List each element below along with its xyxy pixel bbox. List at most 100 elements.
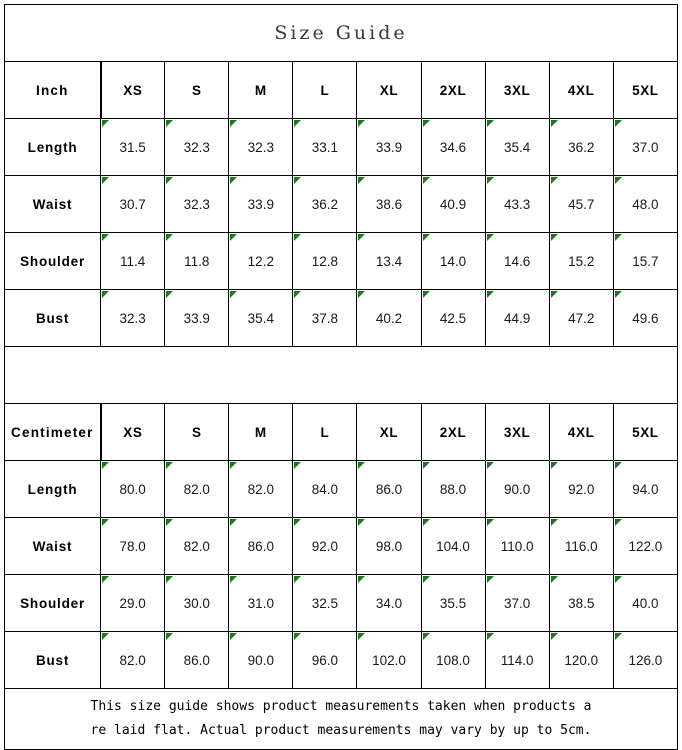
row-label-waist-inch: Waist [3, 175, 102, 233]
cell-cm-shoulder-3xl: 37.0 [484, 574, 550, 632]
cell-cm-waist-s: 82.0 [164, 517, 230, 575]
cell-inch-waist-l: 36.2 [292, 175, 358, 233]
cell-inch-shoulder-s: 11.8 [164, 232, 230, 290]
table-row: Shoulder 11.4 11.8 12.2 12.8 13.4 14.0 1… [3, 232, 679, 290]
cell-cm-length-5xl: 94.0 [612, 460, 679, 518]
cell-cm-waist-l: 92.0 [292, 517, 358, 575]
size-header-5xl: 5XL [612, 61, 679, 119]
table-row: Bust 32.3 33.9 35.4 37.8 40.2 42.5 44.9 … [3, 289, 679, 347]
cell-inch-waist-3xl: 43.3 [484, 175, 550, 233]
row-label-length-cm: Length [3, 460, 102, 518]
cell-inch-waist-xs: 30.7 [100, 175, 166, 233]
row-label-shoulder-cm: Shoulder [3, 574, 102, 632]
row-label-length-inch: Length [3, 118, 102, 176]
size-header-cm-l: L [292, 403, 358, 461]
cell-cm-shoulder-m: 31.0 [228, 574, 294, 632]
unit-header-centimeter: Centimeter [3, 403, 102, 461]
note-line-2: re laid flat. Actual product measurement… [90, 723, 592, 738]
row-label-shoulder-inch: Shoulder [3, 232, 102, 290]
cell-inch-bust-l: 37.8 [292, 289, 358, 347]
size-guide-note: This size guide shows product measuremen… [4, 688, 678, 750]
table-row: Shoulder 29.0 30.0 31.0 32.5 34.0 35.5 3… [3, 574, 679, 632]
cell-inch-bust-xl: 40.2 [356, 289, 422, 347]
cell-inch-bust-2xl: 42.5 [420, 289, 486, 347]
cell-inch-waist-s: 32.3 [164, 175, 230, 233]
cell-cm-bust-2xl: 108.0 [420, 631, 486, 689]
cell-cm-length-4xl: 92.0 [548, 460, 614, 518]
inch-header-row: Inch XS S M L XL 2XL 3XL 4XL 5XL [3, 61, 679, 119]
size-header-cm-s: S [164, 403, 230, 461]
cell-inch-shoulder-xl: 13.4 [356, 232, 422, 290]
size-header-cm-2xl: 2XL [420, 403, 486, 461]
size-header-xs: XS [100, 61, 166, 119]
size-header-3xl: 3XL [484, 61, 550, 119]
cell-cm-shoulder-xs: 29.0 [100, 574, 166, 632]
cell-inch-length-m: 32.3 [228, 118, 294, 176]
cell-cm-waist-3xl: 110.0 [484, 517, 550, 575]
cell-inch-shoulder-5xl: 15.7 [612, 232, 679, 290]
cell-cm-shoulder-s: 30.0 [164, 574, 230, 632]
centimeter-header-row: Centimeter XS S M L XL 2XL 3XL 4XL 5XL [3, 403, 679, 461]
cell-inch-shoulder-m: 12.2 [228, 232, 294, 290]
cell-cm-bust-5xl: 126.0 [612, 631, 679, 689]
table-row: Waist 30.7 32.3 33.9 36.2 38.6 40.9 43.3… [3, 175, 679, 233]
table-row: Bust 82.0 86.0 90.0 96.0 102.0 108.0 114… [3, 631, 679, 689]
cell-cm-bust-m: 90.0 [228, 631, 294, 689]
cell-inch-waist-5xl: 48.0 [612, 175, 679, 233]
cell-cm-bust-xs: 82.0 [100, 631, 166, 689]
cell-inch-length-2xl: 34.6 [420, 118, 486, 176]
cell-inch-length-3xl: 35.4 [484, 118, 550, 176]
cell-cm-waist-m: 86.0 [228, 517, 294, 575]
cell-cm-bust-l: 96.0 [292, 631, 358, 689]
cell-inch-bust-m: 35.4 [228, 289, 294, 347]
cell-inch-length-l: 33.1 [292, 118, 358, 176]
size-header-m: M [228, 61, 294, 119]
size-header-xl: XL [356, 61, 422, 119]
cell-cm-waist-2xl: 104.0 [420, 517, 486, 575]
cell-cm-bust-s: 86.0 [164, 631, 230, 689]
cell-inch-waist-xl: 38.6 [356, 175, 422, 233]
size-header-l: L [292, 61, 358, 119]
size-header-cm-xs: XS [100, 403, 166, 461]
unit-header-inch: Inch [3, 61, 102, 119]
cell-inch-length-5xl: 37.0 [612, 118, 679, 176]
cell-cm-shoulder-l: 32.5 [292, 574, 358, 632]
size-header-4xl: 4XL [548, 61, 614, 119]
cell-inch-bust-4xl: 47.2 [548, 289, 614, 347]
size-header-cm-5xl: 5XL [612, 403, 679, 461]
cell-inch-length-xl: 33.9 [356, 118, 422, 176]
size-header-s: S [164, 61, 230, 119]
cell-cm-length-2xl: 88.0 [420, 460, 486, 518]
cell-inch-bust-5xl: 49.6 [612, 289, 679, 347]
cell-cm-length-s: 82.0 [164, 460, 230, 518]
spacer-cell [4, 346, 678, 404]
cell-cm-waist-xs: 78.0 [100, 517, 166, 575]
table-row: Length 31.5 32.3 32.3 33.1 33.9 34.6 35.… [3, 118, 679, 176]
cell-cm-waist-xl: 98.0 [356, 517, 422, 575]
cell-inch-length-xs: 31.5 [100, 118, 166, 176]
size-header-cm-xl: XL [356, 403, 422, 461]
cell-inch-length-4xl: 36.2 [548, 118, 614, 176]
cell-cm-shoulder-5xl: 40.0 [612, 574, 679, 632]
size-header-cm-4xl: 4XL [548, 403, 614, 461]
size-header-cm-3xl: 3XL [484, 403, 550, 461]
table-row: Waist 78.0 82.0 86.0 92.0 98.0 104.0 110… [3, 517, 679, 575]
cell-cm-shoulder-2xl: 35.5 [420, 574, 486, 632]
row-label-bust-cm: Bust [3, 631, 102, 689]
cell-inch-waist-4xl: 45.7 [548, 175, 614, 233]
cell-cm-bust-3xl: 114.0 [484, 631, 550, 689]
size-guide-table: Size Guide Inch XS S M L XL 2XL 3XL 4XL … [3, 4, 679, 750]
row-label-waist-cm: Waist [3, 517, 102, 575]
page-title: Size Guide [4, 4, 678, 62]
cell-cm-length-m: 82.0 [228, 460, 294, 518]
cell-inch-shoulder-l: 12.8 [292, 232, 358, 290]
cell-cm-bust-4xl: 120.0 [548, 631, 614, 689]
size-header-2xl: 2XL [420, 61, 486, 119]
table-spacer-row [4, 346, 678, 404]
title-row: Size Guide [4, 4, 678, 62]
cell-inch-shoulder-4xl: 15.2 [548, 232, 614, 290]
cell-cm-length-xs: 80.0 [100, 460, 166, 518]
table-row: Length 80.0 82.0 82.0 84.0 86.0 88.0 90.… [3, 460, 679, 518]
cell-inch-waist-m: 33.9 [228, 175, 294, 233]
cell-inch-shoulder-2xl: 14.0 [420, 232, 486, 290]
